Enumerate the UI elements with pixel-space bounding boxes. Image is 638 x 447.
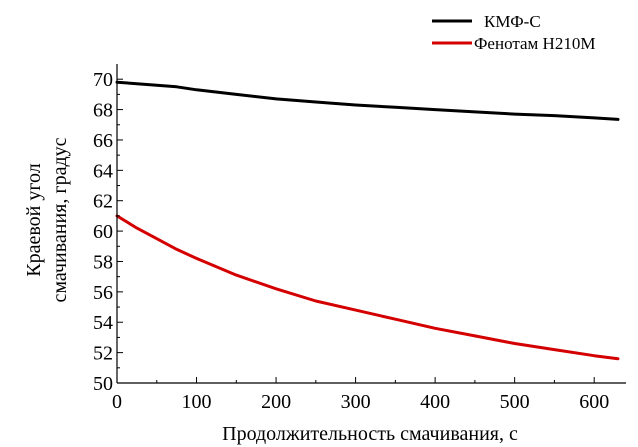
y-tick-label: 60 (93, 221, 113, 243)
axes: 50 52 54 56 58 60 62 64 66 68 70 0 100 200 300 400 500 60… (93, 64, 626, 413)
x-tick-label: 100 (182, 391, 212, 413)
series-line-2 (115, 214, 620, 361)
y-tick-label: 64 (93, 160, 113, 182)
x-tick-label: 400 (420, 391, 450, 413)
y-tick-label: 54 (93, 312, 113, 334)
y-axis-label-line-1: Краевой угол (23, 163, 45, 277)
x-tick-label: 500 (500, 391, 530, 413)
y-tick-label: 52 (93, 343, 113, 365)
y-tick-label: 62 (93, 191, 113, 213)
legend: КМФ-С Фенотам Н210М (432, 12, 595, 53)
y-tick-label: 68 (93, 100, 113, 122)
y-tick-label: 70 (93, 69, 113, 91)
x-axis-label: Продолжительность смачивания, с (222, 423, 518, 445)
y-axis-label-line-2: смачивания, градус (49, 137, 71, 302)
y-tick-label: 56 (93, 282, 113, 304)
y-tick-label: 58 (93, 251, 113, 273)
x-tick-label: 0 (112, 391, 122, 413)
y-tick-label: 50 (93, 373, 113, 395)
y-tick-label: 66 (93, 130, 113, 152)
x-tick-label: 300 (341, 391, 371, 413)
x-tick-label: 200 (261, 391, 291, 413)
plot-area (115, 80, 620, 361)
series-line-1 (115, 80, 620, 121)
legend-label-1: КМФ-С (484, 12, 541, 31)
legend-label-2: Фенотам Н210М (474, 34, 595, 53)
x-tick-label: 600 (579, 391, 609, 413)
